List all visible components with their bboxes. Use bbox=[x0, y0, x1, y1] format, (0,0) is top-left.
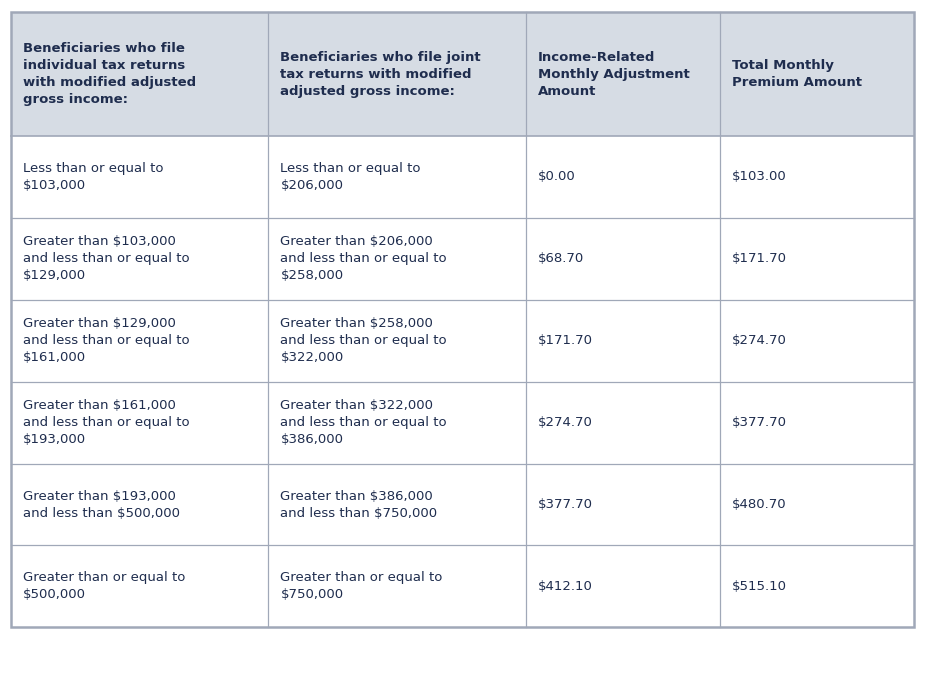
Text: $480.70: $480.70 bbox=[732, 498, 786, 511]
Text: Greater than $161,000
and less than or equal to
$193,000: Greater than $161,000 and less than or e… bbox=[23, 399, 190, 446]
Text: $515.10: $515.10 bbox=[732, 580, 787, 593]
Text: Greater than $258,000
and less than or equal to
$322,000: Greater than $258,000 and less than or e… bbox=[280, 317, 447, 364]
Text: Less than or equal to
$206,000: Less than or equal to $206,000 bbox=[280, 162, 421, 192]
Text: $171.70: $171.70 bbox=[537, 335, 593, 347]
Text: $171.70: $171.70 bbox=[732, 253, 787, 265]
Text: Greater than $103,000
and less than or equal to
$129,000: Greater than $103,000 and less than or e… bbox=[23, 235, 190, 282]
Text: $412.10: $412.10 bbox=[537, 580, 593, 593]
Text: $377.70: $377.70 bbox=[537, 498, 593, 511]
Text: Greater than $206,000
and less than or equal to
$258,000: Greater than $206,000 and less than or e… bbox=[280, 235, 447, 282]
Bar bbox=[11, 136, 914, 627]
Text: Beneficiaries who file
individual tax returns
with modified adjusted
gross incom: Beneficiaries who file individual tax re… bbox=[23, 42, 196, 106]
Bar bbox=[11, 12, 914, 627]
Text: Greater than $129,000
and less than or equal to
$161,000: Greater than $129,000 and less than or e… bbox=[23, 317, 190, 364]
Text: Greater than $193,000
and less than $500,000: Greater than $193,000 and less than $500… bbox=[23, 489, 180, 520]
Text: Total Monthly
Premium Amount: Total Monthly Premium Amount bbox=[732, 59, 862, 90]
Text: Beneficiaries who file joint
tax returns with modified
adjusted gross income:: Beneficiaries who file joint tax returns… bbox=[280, 51, 481, 98]
Text: Greater than $386,000
and less than $750,000: Greater than $386,000 and less than $750… bbox=[280, 489, 438, 520]
Text: Greater than $322,000
and less than or equal to
$386,000: Greater than $322,000 and less than or e… bbox=[280, 399, 447, 446]
Text: $0.00: $0.00 bbox=[537, 171, 575, 183]
Text: $274.70: $274.70 bbox=[732, 335, 786, 347]
Text: $377.70: $377.70 bbox=[732, 416, 787, 429]
Bar bbox=[11, 12, 914, 136]
Text: $103.00: $103.00 bbox=[732, 171, 786, 183]
Text: $274.70: $274.70 bbox=[537, 416, 593, 429]
Text: Less than or equal to
$103,000: Less than or equal to $103,000 bbox=[23, 162, 164, 192]
Text: Income-Related
Monthly Adjustment
Amount: Income-Related Monthly Adjustment Amount bbox=[537, 51, 689, 98]
Text: Greater than or equal to
$500,000: Greater than or equal to $500,000 bbox=[23, 571, 186, 602]
Text: $68.70: $68.70 bbox=[537, 253, 584, 265]
Text: Greater than or equal to
$750,000: Greater than or equal to $750,000 bbox=[280, 571, 443, 602]
